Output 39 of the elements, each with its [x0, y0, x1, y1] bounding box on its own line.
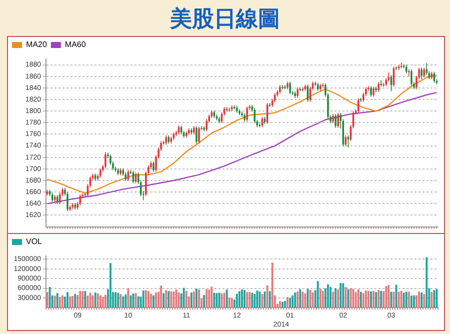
candlestick [56, 194, 58, 205]
candlestick [337, 112, 339, 128]
candlestick [99, 168, 102, 178]
candlestick [59, 192, 61, 205]
candlestick [66, 192, 68, 212]
candlestick [370, 86, 372, 98]
candlestick [284, 84, 286, 90]
candlestick [347, 134, 350, 148]
candlestick [378, 82, 380, 92]
candlestick [241, 111, 243, 118]
candlestick [246, 106, 248, 122]
candlestick [162, 140, 164, 146]
candlestick [388, 72, 390, 82]
candlestick [423, 67, 425, 78]
candlestick [203, 126, 205, 132]
candlestick [382, 82, 385, 88]
candlestick [420, 67, 422, 80]
legend-label: VOL [26, 237, 43, 246]
chart-title: 美股日線圖 [168, 5, 281, 33]
candlestick [196, 126, 198, 144]
legend-label: MA20 [26, 40, 48, 50]
candlestick [289, 81, 291, 95]
candlestick [334, 114, 336, 128]
candlestick [282, 84, 284, 90]
candlestick [372, 86, 374, 98]
candlestick [410, 69, 412, 86]
candlestick [274, 92, 276, 103]
candlestick [322, 82, 324, 88]
candlestick [165, 134, 168, 146]
candlestick [380, 80, 382, 88]
candlestick [408, 69, 410, 77]
candlestick [198, 126, 200, 144]
candlestick [104, 152, 106, 169]
candlestick [152, 161, 154, 172]
candlestick [234, 104, 236, 110]
candlestick [332, 114, 334, 124]
candlestick [206, 118, 208, 132]
legend-label: MA60 [64, 40, 86, 50]
candlestick [426, 62, 428, 76]
